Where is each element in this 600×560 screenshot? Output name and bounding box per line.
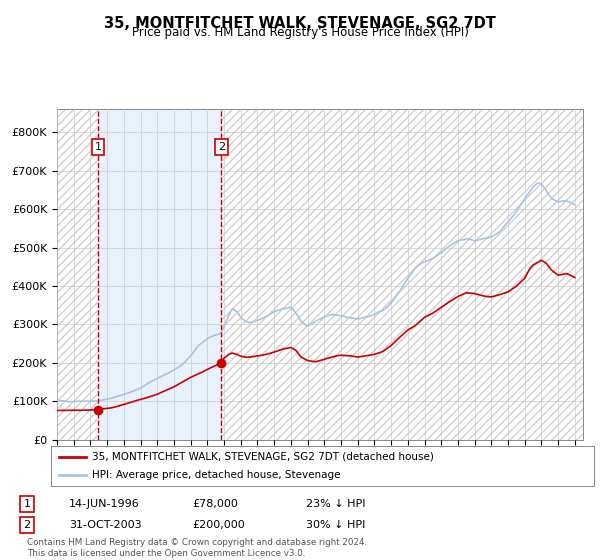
Text: 2: 2 — [23, 520, 31, 530]
Text: 1: 1 — [94, 142, 101, 152]
Text: 31-OCT-2003: 31-OCT-2003 — [69, 520, 142, 530]
Text: 35, MONTFITCHET WALK, STEVENAGE, SG2 7DT: 35, MONTFITCHET WALK, STEVENAGE, SG2 7DT — [104, 16, 496, 31]
Bar — [98, 109, 221, 440]
Text: £78,000: £78,000 — [192, 499, 238, 509]
Text: 23% ↓ HPI: 23% ↓ HPI — [306, 499, 365, 509]
Text: HPI: Average price, detached house, Stevenage: HPI: Average price, detached house, Stev… — [92, 470, 340, 480]
Bar — [57, 109, 98, 440]
Text: 30% ↓ HPI: 30% ↓ HPI — [306, 520, 365, 530]
Bar — [221, 109, 583, 440]
Text: £200,000: £200,000 — [192, 520, 245, 530]
Text: 35, MONTFITCHET WALK, STEVENAGE, SG2 7DT (detached house): 35, MONTFITCHET WALK, STEVENAGE, SG2 7DT… — [92, 451, 434, 461]
Text: 2: 2 — [218, 142, 225, 152]
Text: 1: 1 — [23, 499, 31, 509]
Text: Contains HM Land Registry data © Crown copyright and database right 2024.
This d: Contains HM Land Registry data © Crown c… — [27, 538, 367, 558]
Text: 14-JUN-1996: 14-JUN-1996 — [69, 499, 140, 509]
Text: Price paid vs. HM Land Registry's House Price Index (HPI): Price paid vs. HM Land Registry's House … — [131, 26, 469, 39]
